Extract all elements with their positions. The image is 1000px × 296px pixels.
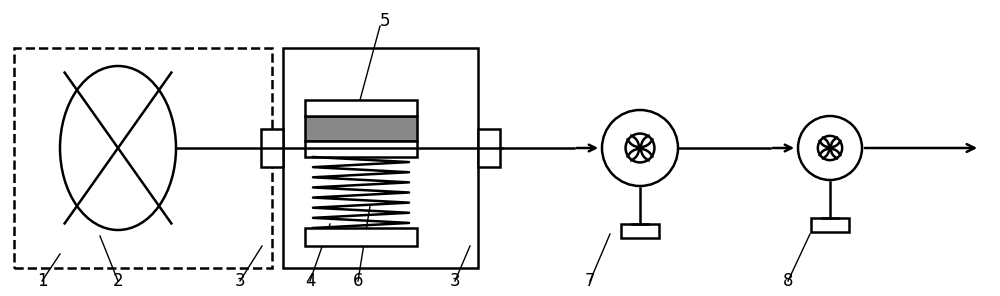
Bar xyxy=(261,129,283,167)
Bar xyxy=(305,100,417,116)
Text: 3: 3 xyxy=(450,272,460,290)
Text: 8: 8 xyxy=(783,272,793,290)
Bar xyxy=(621,224,659,238)
Text: 3: 3 xyxy=(235,272,245,290)
Bar xyxy=(478,129,500,167)
Text: 6: 6 xyxy=(353,272,363,290)
Text: 7: 7 xyxy=(585,272,595,290)
Text: 4: 4 xyxy=(305,272,315,290)
Bar xyxy=(14,48,272,268)
Bar xyxy=(305,141,417,157)
Bar xyxy=(283,48,478,268)
Text: 2: 2 xyxy=(113,272,123,290)
Bar xyxy=(811,218,849,232)
Bar xyxy=(305,228,417,246)
Bar xyxy=(305,116,417,141)
Text: 1: 1 xyxy=(37,272,47,290)
Text: 5: 5 xyxy=(380,12,390,30)
